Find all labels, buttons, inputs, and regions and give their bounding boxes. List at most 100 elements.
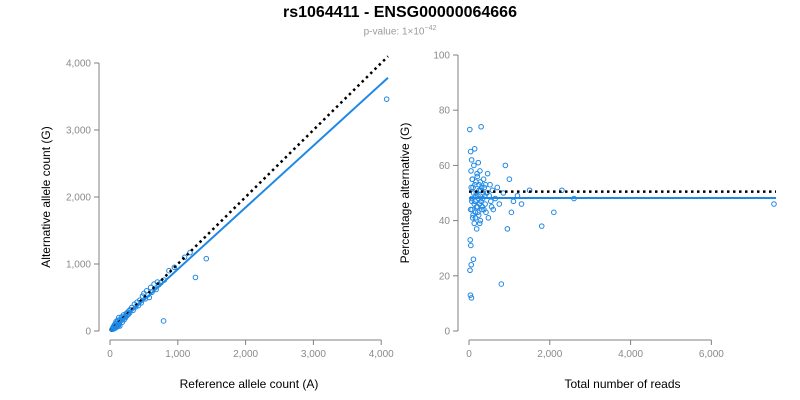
- right-plot-data-point: [477, 179, 484, 185]
- left-plot-data-point: [192, 274, 199, 281]
- right-plot-data-point: [468, 168, 474, 174]
- right-plot-x-axis-title: Total number of reads: [564, 377, 680, 391]
- right-plot-data-point: [482, 181, 489, 188]
- right-plot-data-point: [467, 206, 474, 213]
- right-plot-data-point: [496, 201, 503, 207]
- right-plot-data-point: [472, 198, 478, 205]
- right-plot-data-point: [485, 215, 492, 221]
- right-plot-data-point: [468, 261, 475, 268]
- left-plot-data-point: [130, 307, 136, 314]
- right-plot-data-point: [475, 159, 482, 166]
- right-plot-data-point: [467, 148, 474, 155]
- right-plot-data-point: [480, 176, 487, 182]
- left-plot-y-tick-label: 2,000: [66, 193, 91, 204]
- pvalue-subtitle: p-value: 1×10−42: [0, 25, 800, 37]
- left-plot-y-tick-label: 4,000: [66, 59, 91, 70]
- right-plot: 0 2,000 4,000 6,000 0 20 40 60 80 100 Total number…: [398, 51, 777, 391]
- right-plot-data-point: [467, 292, 474, 298]
- right-plot-data-point: [771, 201, 777, 207]
- left-plot-y-tick-label: 1,000: [66, 260, 91, 271]
- right-plot-data-point: [471, 220, 478, 227]
- right-plot-data-point: [479, 204, 486, 210]
- right-plot-data-point: [476, 220, 483, 227]
- right-plot-data-point: [478, 198, 484, 205]
- left-plot-data-point: [203, 255, 210, 262]
- right-plot-data-point: [478, 184, 485, 191]
- right-plot-data-point: [498, 281, 505, 287]
- right-plot-data-point: [467, 126, 473, 133]
- left-plot: 0 1,000 2,000 3,000 4,000 0 1,000 2,000 3,000 4,0…: [39, 55, 394, 391]
- right-plot-data-point: [551, 209, 557, 216]
- right-plot-data-point: [472, 215, 479, 221]
- right-plot-data-point: [467, 237, 474, 243]
- right-plot-data-point: [477, 217, 484, 224]
- left-plot-data-point: [160, 318, 167, 324]
- left-plot-x-tick-label: 3,000: [301, 349, 326, 360]
- right-plot-data-point: [487, 181, 493, 188]
- right-plot-data-point: [484, 170, 491, 177]
- pvalue-exponent: −42: [424, 25, 437, 32]
- right-plot-data-point: [475, 212, 482, 218]
- right-plot-data-point: [472, 181, 478, 188]
- right-plot-data-point: [504, 226, 511, 232]
- right-plot-data-point: [467, 267, 473, 274]
- right-plot-y-tick-label: 40: [439, 216, 451, 227]
- right-plot-data-point: [469, 215, 476, 221]
- right-plot-x-tick-label: 0: [466, 349, 472, 360]
- right-plot-points: [467, 123, 777, 301]
- right-plot-y-tick-label: 100: [433, 51, 450, 62]
- left-plot-x-tick-label: 0: [107, 349, 113, 360]
- right-plot-y-tick-label: 20: [439, 271, 451, 282]
- right-plot-data-point: [468, 295, 475, 301]
- right-plot-data-point: [479, 206, 485, 213]
- right-plot-data-point: [476, 201, 483, 207]
- right-plot-data-point: [510, 198, 517, 205]
- left-plot-x-axis-title: Reference allele count (A): [180, 377, 319, 391]
- left-plot-data-point: [383, 96, 390, 102]
- left-plot-x-tick-label: 1,000: [165, 349, 190, 360]
- left-plot-x-tick-label: 4,000: [369, 349, 394, 360]
- right-plot-data-point: [477, 168, 483, 174]
- right-plot-data-point: [474, 173, 481, 180]
- right-plot-x-tick-label: 4,000: [618, 349, 643, 360]
- right-plot-data-point: [518, 201, 525, 207]
- left-plot-data-point: [171, 264, 178, 271]
- right-plot-y-tick-label: 80: [439, 106, 451, 117]
- right-plot-data-point: [475, 209, 481, 216]
- right-plot-data-point: [508, 209, 515, 216]
- left-plot-points: [109, 96, 390, 333]
- chart-title: rs1064411 - ENSG00000064666: [283, 4, 517, 21]
- right-plot-data-point: [502, 162, 509, 169]
- right-plot-y-axis-title: Percentage alternative (G): [398, 123, 412, 264]
- right-plot-y-tick-label: 0: [444, 327, 450, 338]
- left-plot-y-tick-label: 0: [85, 327, 91, 338]
- right-plot-data-point: [478, 123, 484, 130]
- right-plot-data-point: [470, 256, 477, 263]
- right-plot-data-point: [469, 176, 476, 182]
- right-plot-data-point: [473, 226, 480, 232]
- right-plot-data-point: [471, 146, 478, 152]
- right-plot-data-point: [481, 206, 487, 213]
- left-plot-fit-line: [109, 77, 389, 332]
- right-plot-data-point: [490, 206, 497, 213]
- left-plot-data-point: [181, 254, 188, 261]
- right-plot-data-point: [538, 223, 545, 229]
- right-plot-data-point: [500, 190, 507, 196]
- right-plot-x-tick-label: 2,000: [537, 349, 562, 360]
- right-plot-data-point: [559, 187, 565, 194]
- right-plot-data-point: [481, 184, 488, 191]
- pvalue-prefix: p-value: 1×10: [363, 26, 425, 38]
- right-plot-data-point: [468, 157, 475, 163]
- left-plot-y-tick-label: 3,000: [66, 126, 91, 137]
- right-plot-data-point: [489, 187, 496, 194]
- right-plot-data-point: [468, 242, 474, 249]
- left-plot-y-axis-title: Alternative allele count (G): [39, 126, 53, 267]
- right-plot-data-point: [474, 170, 480, 177]
- right-plot-data-point: [471, 162, 477, 169]
- left-plot-expected-line: [109, 55, 389, 332]
- right-plot-data-point: [482, 201, 488, 207]
- right-plot-y-tick-label: 60: [439, 161, 451, 172]
- right-plot-data-point: [473, 204, 480, 210]
- right-plot-data-point: [494, 184, 501, 191]
